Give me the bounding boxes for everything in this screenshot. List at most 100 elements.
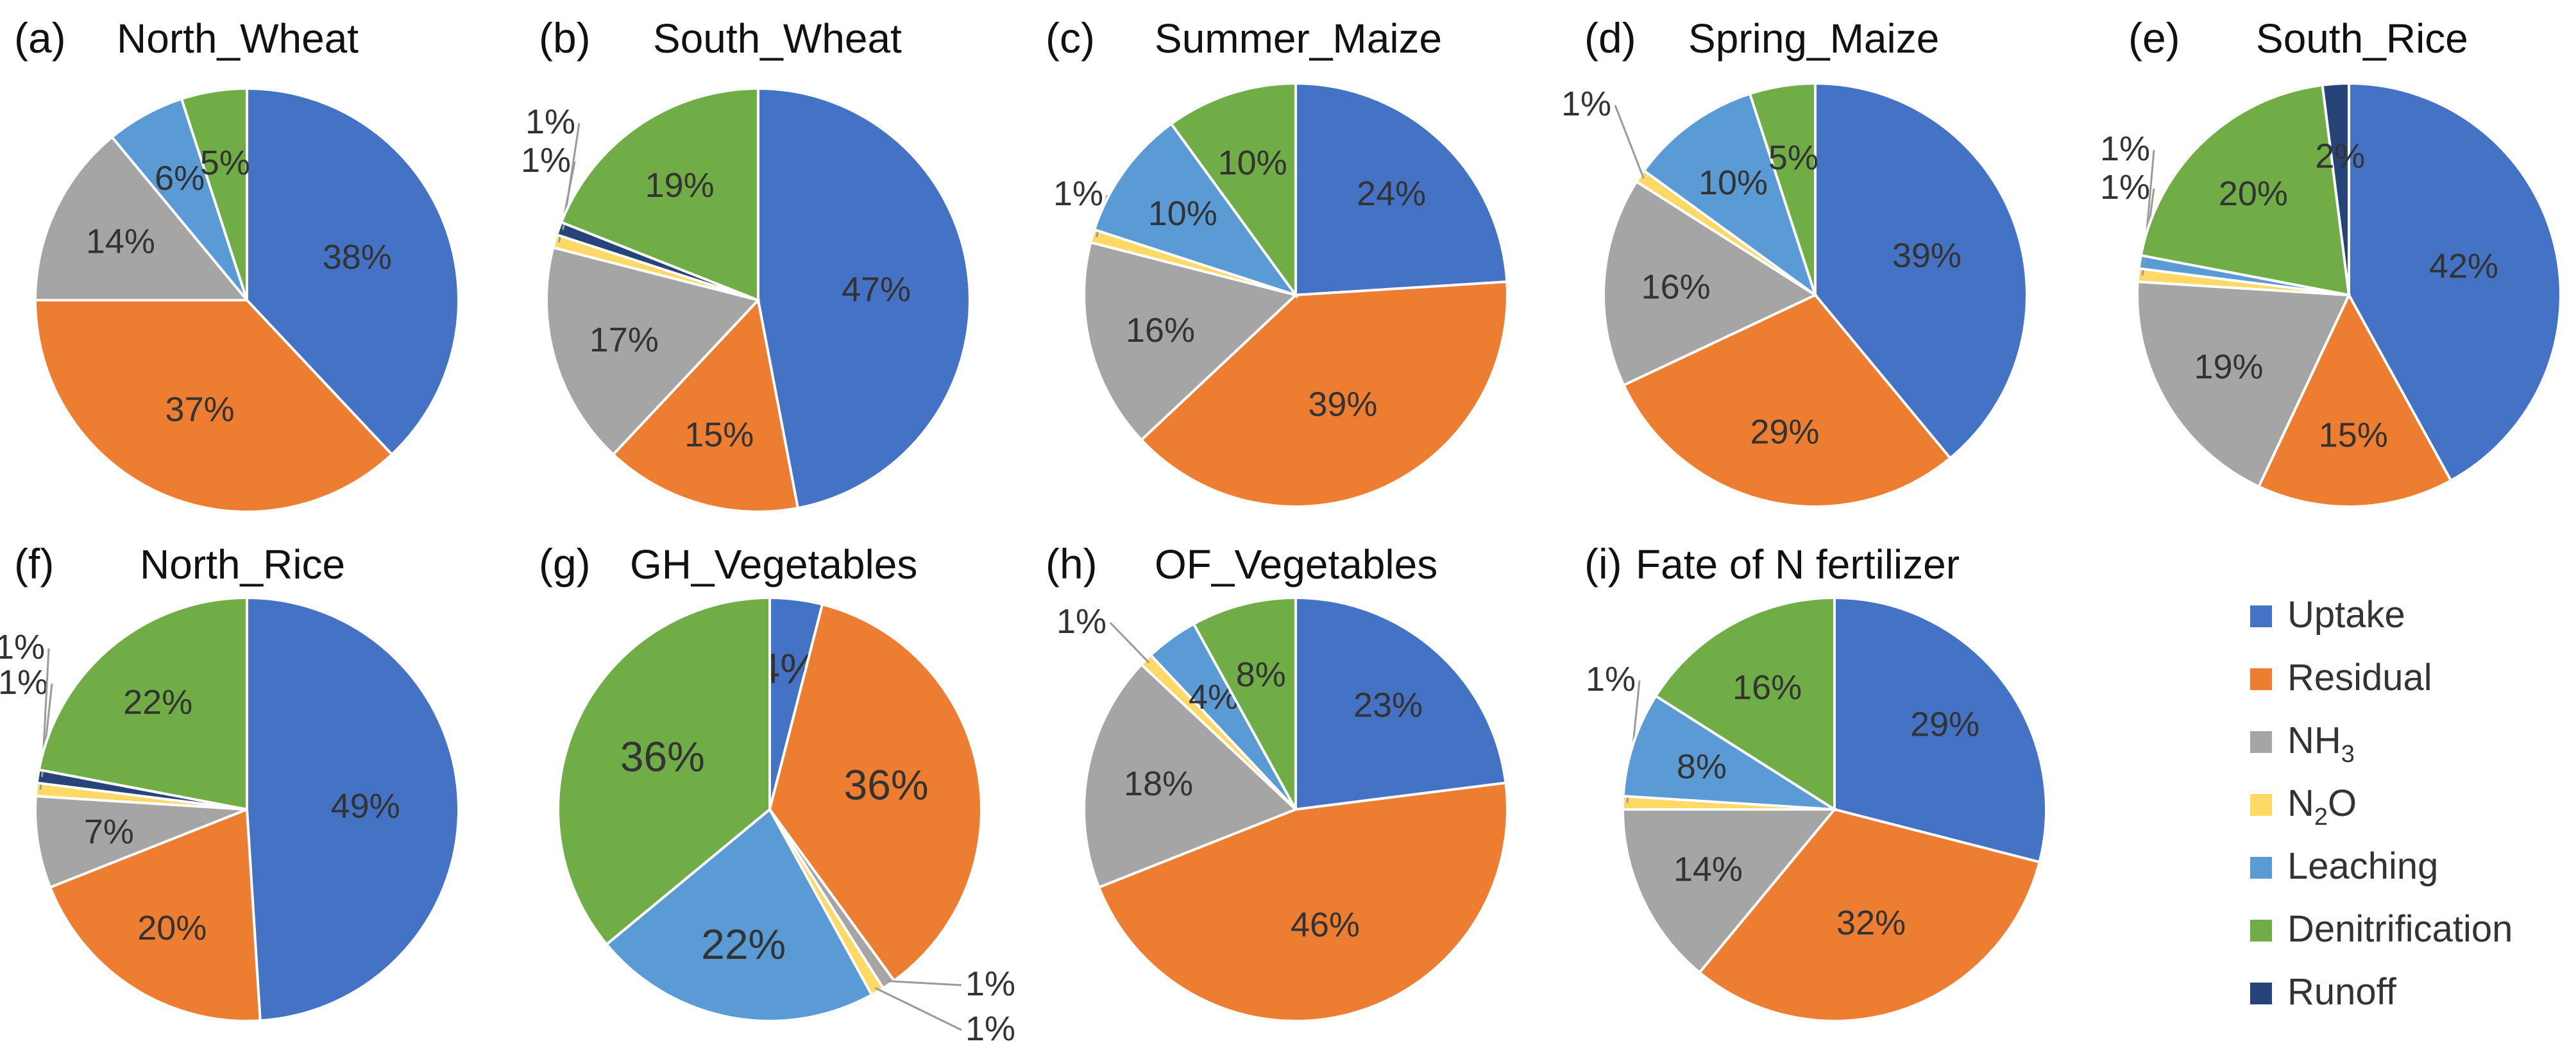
data-label: 1% [1561, 85, 1611, 123]
data-label: 24% [1357, 174, 1426, 213]
data-label: 46% [1291, 906, 1360, 944]
data-label: 14% [1674, 850, 1743, 889]
panel-letter: (a) [14, 14, 66, 62]
pie-slice-nh3 [1083, 663, 1298, 890]
pie-slice-leaching [604, 807, 874, 1022]
pie-slice-nh3 [34, 795, 248, 890]
pie-slice-denitrification [180, 87, 248, 301]
data-label: 17% [589, 321, 659, 359]
panel-title: Fate of N fertilizer [1636, 541, 1960, 587]
data-label: 8% [1236, 655, 1286, 694]
pie-slice-residual [611, 297, 800, 513]
pie-slice-denitrification [1169, 81, 1297, 300]
pie-slice-residual [1697, 807, 2042, 1022]
pie-slice-uptake [1294, 81, 1509, 297]
chart-legend: Uptake Residual NH3 N2O Leaching Denitrificat… [2250, 594, 2512, 1013]
data-label: 42% [2429, 247, 2498, 285]
data-label: 10% [1148, 194, 1217, 233]
pie-slice-residual [768, 602, 983, 983]
pie-slice-nh3 [545, 246, 761, 457]
pie-slice-uptake [2348, 81, 2562, 482]
panel-title: North_Rice [140, 541, 345, 587]
panel-title: OF_Vegetables [1155, 541, 1437, 587]
legend-item-nh3: NH3 [2250, 720, 2355, 768]
pie-slice-leaching [1642, 92, 1818, 299]
pie-slice-nh3 [2136, 280, 2351, 489]
data-label: 1% [1056, 602, 1106, 641]
pie-panel-north-rice: (f) North_Rice 49% 20% 7% 1%1% 22% [0, 540, 460, 1022]
data-label: 1% [2100, 168, 2150, 207]
legend-label: Runoff [2287, 971, 2397, 1013]
panel-title: GH_Vegetables [630, 541, 917, 587]
data-label: 18% [1124, 765, 1193, 803]
pie-slice-nh3 [1602, 180, 1818, 387]
pie-slice-denitrification [2139, 83, 2351, 297]
data-label: 36% [620, 732, 705, 780]
pie-slice-residual [33, 299, 394, 513]
data-label: 36% [843, 761, 928, 808]
pie-slice-residual [1139, 280, 1509, 509]
pie-panel-south-wheat: (b) South_Wheat 47% 15% 17% 1%1% 19% [521, 14, 971, 513]
pie-slice-denitrification [559, 87, 759, 302]
pie-panel-spring-maize: (d) Spring_Maize 39% 29% 16% 1% 10%5% [1561, 14, 2028, 508]
data-label: 8% [1677, 748, 1727, 786]
data-label: 47% [842, 271, 911, 309]
panel-letter: (e) [2128, 14, 2180, 62]
pie-slice-denitrification [557, 596, 771, 947]
data-label: 1% [0, 663, 48, 702]
pie-slice-uptake [1294, 596, 1507, 811]
pie-panel-fate-of-n-fertilizer: (i) Fate of N fertilizer 29% 32% 14% 1% 8% 16% [1584, 540, 2047, 1022]
data-label: 1% [1053, 174, 1103, 213]
data-label: 1% [0, 628, 45, 666]
panel-title: Spring_Maize [1688, 15, 1939, 62]
data-label: 19% [645, 166, 715, 205]
data-label: 7% [84, 813, 134, 851]
leader-line [886, 980, 962, 986]
pie-slice-leaching [1622, 694, 1836, 811]
legend-swatch [2250, 857, 2272, 879]
panel-letter: (g) [539, 540, 591, 587]
legend-swatch [2250, 605, 2272, 627]
legend-swatch [2250, 920, 2272, 942]
pie-slice-denitrification [1748, 81, 1817, 296]
data-label: 29% [1910, 706, 1979, 744]
data-label: 1% [525, 103, 575, 141]
data-label: 16% [1126, 311, 1195, 350]
panel-letter: (i) [1584, 540, 1622, 587]
legend-item-uptake: Uptake [2250, 594, 2405, 636]
pie-slice-runoff [2321, 81, 2350, 296]
data-label: 19% [2194, 348, 2263, 386]
pie-slice-leaching [110, 97, 248, 301]
legend-swatch [2250, 794, 2272, 816]
data-label: 15% [2319, 416, 2388, 455]
data-label: 15% [684, 416, 754, 454]
pie-panel-summer-maize: (c) Summer_Maize 24% 39% 16% 1% 10%10% [1046, 14, 1509, 509]
panel-title: South_Rice [2256, 15, 2468, 62]
data-label: 10% [1699, 164, 1768, 202]
pie-slice-uptake [246, 596, 460, 1022]
pie-panel-south-rice: (e) South_Rice 42% 15% 19% 1%1% 20% 2% [2100, 14, 2562, 508]
pie-slice-residual [2257, 292, 2453, 508]
pie-slice-residual [1097, 781, 1509, 1022]
pie-slice-denitrification [1654, 596, 1836, 812]
legend-swatch [2250, 983, 2272, 1004]
data-label: 5% [200, 144, 250, 182]
panel-letter: (b) [539, 14, 591, 62]
data-label: 1% [1586, 660, 1636, 698]
data-label: 22% [123, 683, 192, 722]
legend-item-residual: Residual [2250, 657, 2432, 698]
pie-slice-residual [48, 807, 262, 1022]
panel-title: South_Wheat [653, 15, 902, 62]
data-label: 20% [137, 909, 207, 947]
legend-label: N2O [2287, 782, 2357, 831]
data-label: 22% [701, 920, 786, 968]
legend-label: Residual [2287, 657, 2432, 698]
legend-label: Denitrification [2287, 908, 2512, 950]
legend-label: Uptake [2287, 594, 2405, 636]
data-label: 1% [965, 965, 1015, 1003]
panel-letter: (h) [1046, 540, 1097, 587]
legend-swatch [2250, 668, 2272, 690]
pie-slice-uptake [757, 87, 971, 510]
